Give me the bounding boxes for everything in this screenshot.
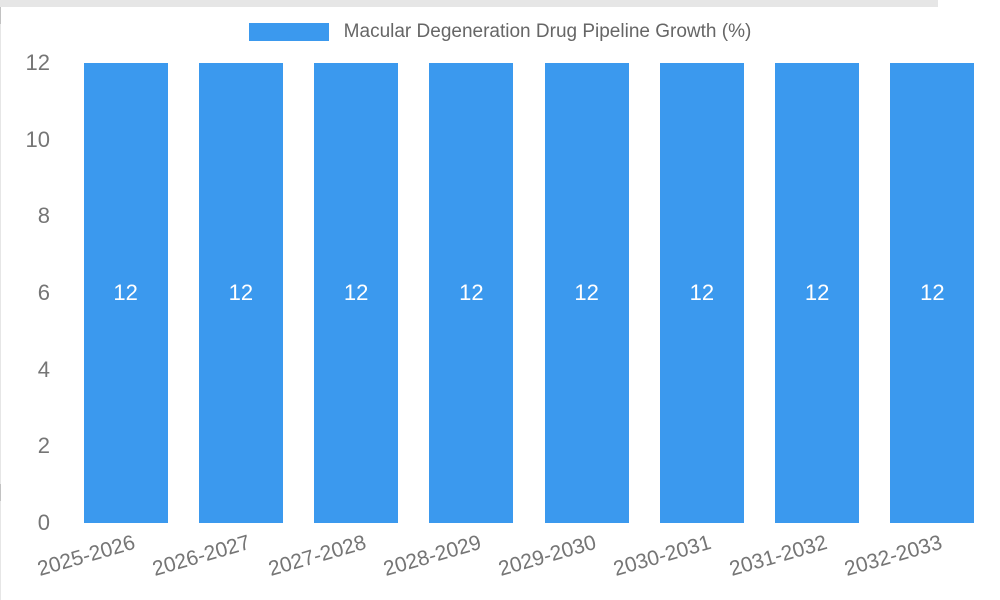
bar-value-label: 12 bbox=[113, 280, 138, 305]
x-tick-label: 2025-2026 bbox=[35, 531, 138, 581]
bar-value-label: 12 bbox=[920, 280, 945, 305]
y-gridline bbox=[0, 0, 938, 1]
x-tick-label: 2028-2029 bbox=[380, 531, 484, 581]
x-gridline bbox=[0, 24, 1, 484]
x-tick-label: 2031-2032 bbox=[726, 531, 830, 581]
bar-value-label: 12 bbox=[689, 280, 715, 305]
y-tick-label: 6 bbox=[37, 280, 50, 305]
x-tick-label: 2027-2028 bbox=[265, 531, 369, 581]
x-tick-label: 2029-2030 bbox=[496, 531, 599, 581]
y-tick-label: 0 bbox=[37, 510, 50, 535]
x-tick-mark bbox=[0, 484, 1, 501]
bar-value-label: 12 bbox=[804, 280, 830, 305]
legend-swatch-icon bbox=[248, 23, 329, 41]
bar[interactable] bbox=[198, 63, 283, 523]
y-gridline bbox=[0, 1, 938, 2]
bar[interactable] bbox=[775, 63, 860, 523]
x-tick-mark bbox=[0, 7, 1, 24]
bar[interactable] bbox=[83, 63, 168, 523]
legend-label: Macular Degeneration Drug Pipeline Growt… bbox=[343, 21, 752, 42]
y-gridline bbox=[0, 2, 938, 3]
x-gridline bbox=[0, 501, 1, 600]
legend-item[interactable]: Macular Degeneration Drug Pipeline Growt… bbox=[0, 18, 1000, 46]
bar[interactable] bbox=[544, 63, 629, 523]
y-gridline bbox=[0, 6, 938, 7]
bar[interactable] bbox=[314, 63, 399, 523]
bar-value-label: 12 bbox=[228, 280, 254, 305]
x-tick-label: 2032-2033 bbox=[841, 531, 945, 581]
bar-value-label: 12 bbox=[343, 280, 369, 305]
y-gridline bbox=[0, 5, 938, 6]
bar-value-label: 12 bbox=[459, 280, 484, 305]
y-tick-label: 10 bbox=[25, 126, 50, 152]
y-tick-label: 2 bbox=[37, 433, 50, 459]
x-tick-label: 2026-2027 bbox=[150, 531, 254, 581]
bar-value-label: 12 bbox=[574, 280, 599, 305]
x-tick-label: 2030-2031 bbox=[611, 531, 715, 581]
bar[interactable] bbox=[429, 63, 514, 523]
y-tick-label: 12 bbox=[25, 50, 50, 75]
y-tick-label: 8 bbox=[37, 203, 50, 229]
y-gridline bbox=[0, 3, 938, 4]
bar[interactable] bbox=[890, 63, 975, 523]
y-gridline bbox=[0, 4, 938, 5]
bar[interactable] bbox=[659, 63, 744, 523]
y-tick-label: 4 bbox=[37, 356, 50, 382]
